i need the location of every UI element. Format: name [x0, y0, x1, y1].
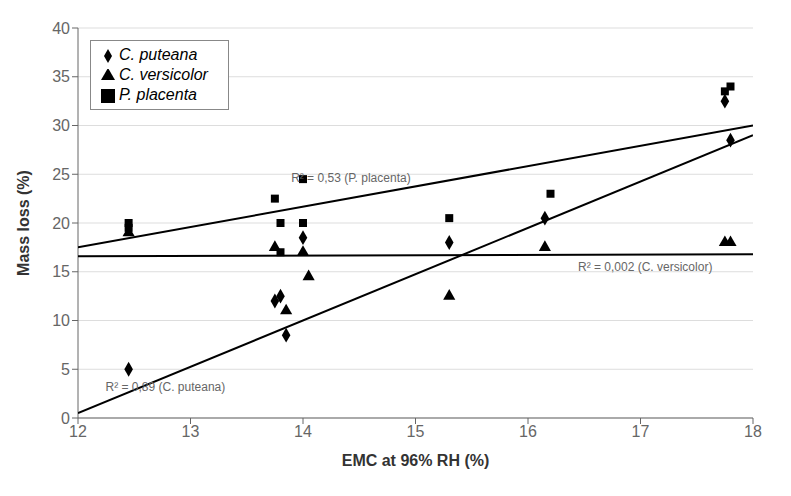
- svg-text:Mass loss (%): Mass loss (%): [15, 170, 32, 276]
- svg-text:0: 0: [61, 410, 70, 427]
- svg-text:R² = 0,53 (P. placenta): R² = 0,53 (P. placenta): [291, 171, 411, 185]
- svg-text:25: 25: [52, 166, 70, 183]
- html-text:C. versicolor: C. versicolor: [119, 66, 208, 83]
- svg-text:EMC at 96% RH (%): EMC at 96% RH (%): [342, 452, 490, 469]
- html-text:P. placenta: P. placenta: [119, 86, 197, 103]
- svg-text:12: 12: [69, 423, 87, 440]
- svg-text:15: 15: [52, 263, 70, 280]
- svg-text:14: 14: [294, 423, 312, 440]
- svg-text:35: 35: [52, 68, 70, 85]
- svg-text:20: 20: [52, 215, 70, 232]
- svg-text:10: 10: [52, 312, 70, 329]
- svg-text:30: 30: [52, 117, 70, 134]
- svg-text:5: 5: [61, 361, 70, 378]
- svg-text:40: 40: [52, 20, 70, 37]
- svg-text:13: 13: [182, 423, 200, 440]
- svg-text:16: 16: [519, 423, 537, 440]
- svg-text:R² = 0,89 (C. puteana): R² = 0,89 (C. puteana): [106, 380, 226, 394]
- html-text:C. puteana: C. puteana: [119, 46, 198, 63]
- svg-text:17: 17: [632, 423, 650, 440]
- svg-text:R² = 0,002 (C. versicolor): R² = 0,002 (C. versicolor): [578, 260, 712, 274]
- svg-text:18: 18: [744, 423, 762, 440]
- svg-text:15: 15: [407, 423, 425, 440]
